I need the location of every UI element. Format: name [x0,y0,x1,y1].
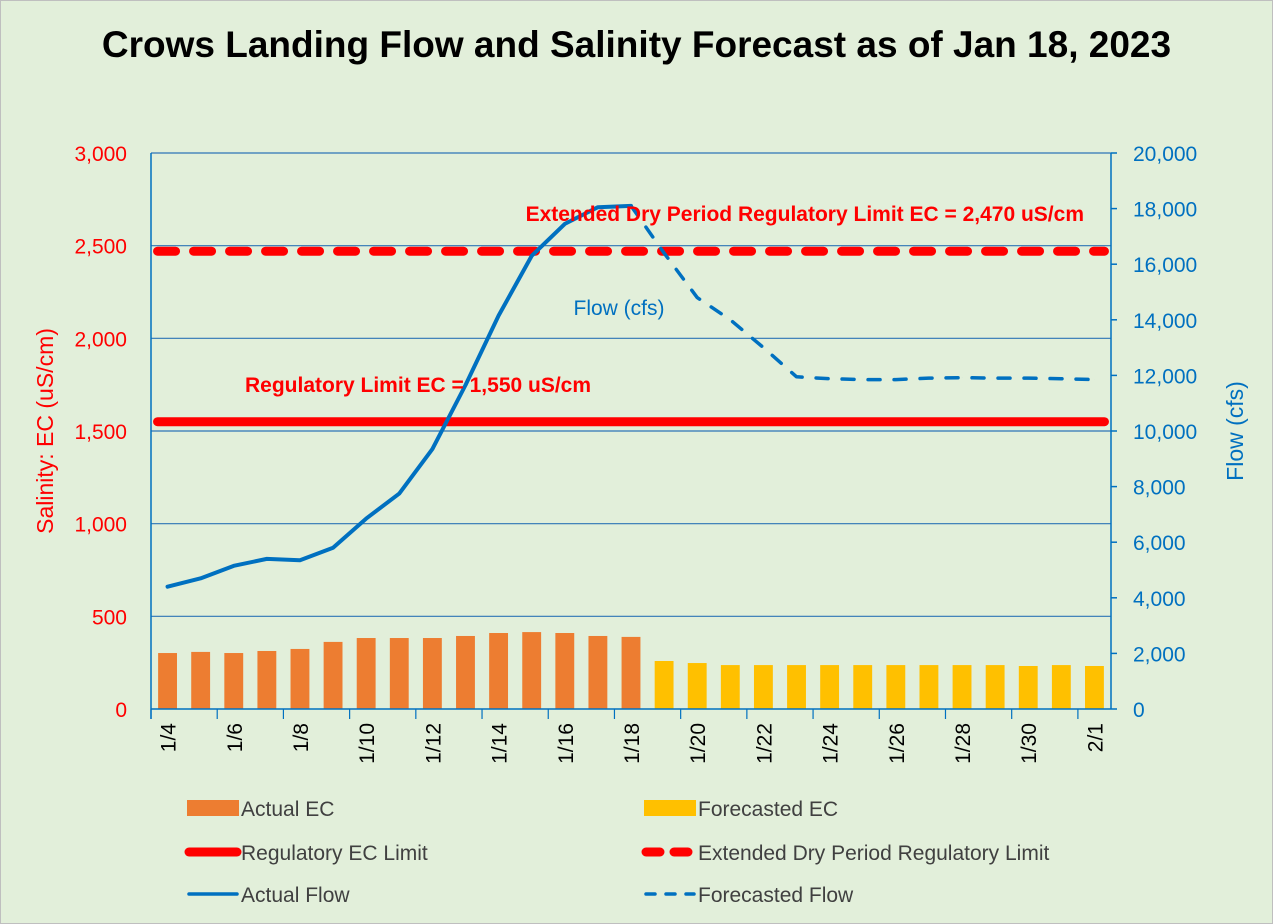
bar-actual-ec [191,651,211,709]
bar-actual-ec [290,648,310,709]
chart-title: Crows Landing Flow and Salinity Forecast… [101,24,1172,65]
bar-forecasted-ec [886,665,906,709]
y-right-tick-label: 16,000 [1133,254,1197,277]
x-tick-label: 2/1 [1084,723,1107,752]
y-right-tick-label: 20,000 [1133,143,1197,166]
x-tick-label: 1/20 [687,723,710,764]
x-tick-label: 1/22 [753,723,776,764]
bar-actual-ec [489,633,509,709]
bar-forecasted-ec [952,665,972,709]
legend-swatch [644,800,696,816]
y-left-tick-label: 500 [92,606,127,629]
bar-actual-ec [522,632,542,709]
bar-actual-ec [257,650,277,709]
bar-actual-ec [621,636,641,709]
legend-label: Actual EC [241,798,334,821]
y-left-tick-label: 0 [115,699,127,722]
bar-forecasted-ec [1018,666,1038,709]
bar-forecasted-ec [753,665,773,709]
bar-forecasted-ec [1051,665,1071,709]
bar-actual-ec [389,638,409,709]
bar-actual-ec [356,638,376,709]
bar-forecasted-ec [787,665,806,709]
legend-label: Actual Flow [241,884,350,907]
x-tick-label: 1/18 [621,723,644,764]
y-left-tick-label: 2,500 [74,236,127,259]
y-right-tick-label: 12,000 [1133,365,1197,388]
x-tick-label: 1/16 [555,723,578,764]
y-right-tick-label: 14,000 [1133,310,1197,333]
legend-swatch [187,800,239,816]
bar-actual-ec [422,638,442,709]
x-tick-label: 1/6 [224,723,247,752]
x-tick-label: 1/12 [422,723,445,764]
bar-forecasted-ec [720,665,740,709]
bar-forecasted-ec [853,665,873,709]
bar-actual-ec [555,633,575,709]
y-right-tick-label: 18,000 [1133,199,1197,222]
y-right-tick-label: 0 [1133,699,1145,722]
y-right-axis-title: Flow (cfs) [1222,381,1248,481]
x-tick-label: 1/28 [952,723,975,764]
x-tick-label: 1/24 [820,723,843,764]
bar-forecasted-ec [985,665,1005,709]
bar-actual-ec [588,635,608,709]
bar-actual-ec [158,653,177,709]
y-right-tick-label: 8,000 [1133,477,1186,500]
y-left-tick-label: 2,000 [74,328,127,351]
legend-label: Regulatory EC Limit [241,842,428,865]
y-right-tick-label: 6,000 [1133,532,1186,555]
bar-forecasted-ec [654,660,674,709]
legend-label: Forecasted EC [698,798,838,821]
bar-actual-ec [323,641,343,709]
y-left-tick-label: 1,000 [74,514,127,537]
bar-forecasted-ec [919,665,939,709]
x-tick-label: 1/30 [1018,723,1041,764]
legend-label: Extended Dry Period Regulatory Limit [698,842,1049,865]
bar-forecasted-ec [687,663,707,709]
y-right-tick-label: 4,000 [1133,588,1186,611]
x-tick-label: 1/10 [356,723,379,764]
y-right-tick-label: 2,000 [1133,643,1186,666]
legend-label: Forecasted Flow [698,884,854,907]
x-tick-label: 1/26 [886,723,909,764]
bar-forecasted-ec [820,665,840,709]
x-tick-label: 1/14 [489,723,512,764]
bar-actual-ec [456,635,475,709]
x-tick-label: 1/8 [290,723,313,752]
annotation-flow: Flow (cfs) [574,297,665,320]
bar-forecasted-ec [1085,666,1104,709]
y-left-axis-title: Salinity: EC (uS/cm) [32,328,58,534]
annotation-extended-limit: Extended Dry Period Regulatory Limit EC … [526,203,1084,226]
annotation-regulatory-limit: Regulatory Limit EC = 1,550 uS/cm [245,374,591,397]
y-left-tick-label: 3,000 [74,143,127,166]
y-left-tick-label: 1,500 [74,421,127,444]
bar-actual-ec [224,653,244,709]
y-right-tick-label: 10,000 [1133,421,1197,444]
x-tick-label: 1/4 [158,723,181,753]
line-forecasted-flow [629,204,1097,382]
